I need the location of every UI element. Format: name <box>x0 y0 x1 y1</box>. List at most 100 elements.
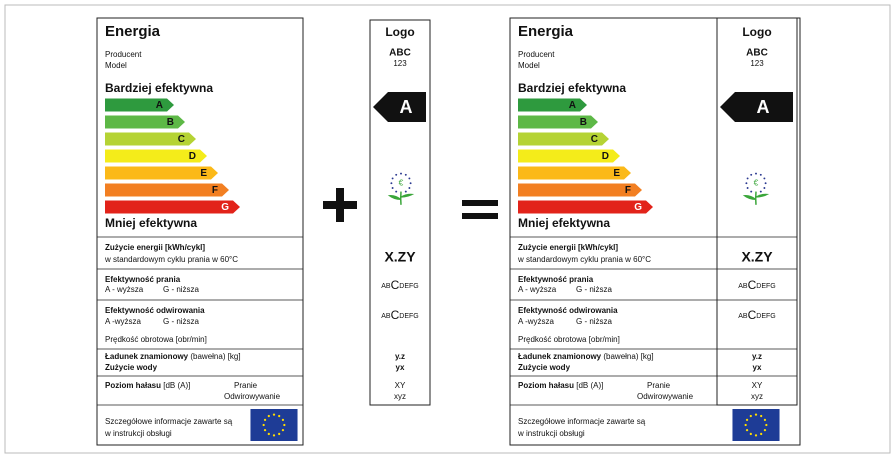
spin-worst: G - niższa <box>576 317 613 326</box>
eu-flag <box>250 409 297 441</box>
less-efficient: Mniej efektywna <box>518 216 610 230</box>
class-letter: B <box>580 117 587 128</box>
class-scale-part: AB <box>738 283 748 290</box>
noise-washing: Pranie <box>234 381 258 390</box>
ecolabel-flower <box>743 173 769 205</box>
class-letter: G <box>634 202 642 213</box>
class-scale: ABCDEFG <box>381 278 418 292</box>
energy-title: Zużycie energii [kWh/cykl] <box>105 243 205 252</box>
plus-sign <box>323 188 357 222</box>
class-letter: A <box>569 100 576 111</box>
class-letter: A <box>400 97 413 117</box>
energy-value: X.ZY <box>384 249 416 265</box>
strip-border <box>370 20 430 405</box>
class-scale: ABCDEFG <box>381 308 418 322</box>
class-scale-part: C <box>391 308 400 322</box>
model: Model <box>105 61 127 70</box>
washing-worst: G - niższa <box>163 285 200 294</box>
info-line: Szczegółowe informacje zawarte są <box>518 417 646 426</box>
washing-title: Efektywność prania <box>105 275 181 284</box>
washing-best: A - wyższa <box>105 285 144 294</box>
water: Zużycie wody <box>518 363 571 372</box>
capacity-title-part: Ładunek znamionowy <box>518 352 602 361</box>
class-letter: B <box>167 117 174 128</box>
class-letter: A <box>156 100 163 111</box>
producer: Producent <box>105 50 142 59</box>
info-line: w instrukcji obsługi <box>517 429 585 438</box>
class-scale: ABCDEFG <box>738 308 775 322</box>
logo: Logo <box>742 25 771 39</box>
class-letter: E <box>200 168 207 179</box>
logo: Logo <box>385 25 414 39</box>
class-scale: ABCDEFG <box>738 278 775 292</box>
efficiency-bar <box>105 99 174 112</box>
eu-flag <box>732 409 779 441</box>
capacity-title-part: (bawełna) [kg] <box>601 352 653 361</box>
noise-title: Poziom hałasu [dB (A)] <box>105 381 190 390</box>
ecolabel-flower <box>388 173 414 205</box>
water: Zużycie wody <box>105 363 158 372</box>
code: 123 <box>750 59 764 68</box>
class-scale-part: DEFG <box>756 283 775 290</box>
strip-border <box>717 18 797 405</box>
capacity-value: y.z <box>752 352 762 361</box>
noise-spinning: Odwirowywanie <box>637 392 694 401</box>
washing-title: Efektywność prania <box>518 275 594 284</box>
info-line: Szczegółowe informacje zawarte są <box>105 417 233 426</box>
washing-worst: G - niższa <box>576 285 613 294</box>
energy-note: w standardowym cyklu prania w 60°C <box>517 255 651 264</box>
class-scale-part: AB <box>738 313 748 320</box>
energy-title: Zużycie energii [kWh/cykl] <box>518 243 618 252</box>
class-scale-part: DEFG <box>756 313 775 320</box>
spin-best: A -wyższa <box>105 317 142 326</box>
more-efficient: Bardziej efektywna <box>518 81 626 95</box>
efficiency-bar <box>518 201 653 214</box>
spin-speed: Prędkość obrotowa [obr/min] <box>518 335 620 344</box>
capacity-title-part: Ładunek znamionowy <box>105 352 189 361</box>
noise-title-part: [dB (A)] <box>574 381 603 390</box>
spin-title: Efektywność odwirowania <box>105 306 205 315</box>
noise-title: Poziom hałasu [dB (A)] <box>518 381 603 390</box>
producer: Producent <box>518 50 555 59</box>
spin-worst: G - niższa <box>163 317 200 326</box>
spin-best: A -wyższa <box>518 317 555 326</box>
label-title: Energia <box>105 23 161 40</box>
efficiency-bar <box>518 99 587 112</box>
label-title: Energia <box>518 23 574 40</box>
class-letter: C <box>591 134 598 145</box>
class-letter: E <box>613 168 620 179</box>
capacity-title: Ładunek znamionowy (bawełna) [kg] <box>518 352 654 361</box>
spin-title: Efektywność odwirowania <box>518 306 618 315</box>
noise-washing-value: XY <box>752 381 763 390</box>
brand: ABC <box>389 48 411 59</box>
washing-best: A - wyższa <box>518 285 557 294</box>
class-letter: F <box>625 185 631 196</box>
class-letter: A <box>757 97 770 117</box>
class-letter: D <box>189 151 196 162</box>
noise-spinning-value: xyz <box>751 392 763 401</box>
noise-title-part: Poziom hałasu <box>518 381 574 390</box>
class-letter: D <box>602 151 609 162</box>
more-efficient: Bardziej efektywna <box>105 81 213 95</box>
class-letter: G <box>221 202 229 213</box>
efficiency-bar <box>105 184 229 197</box>
code: 123 <box>393 59 407 68</box>
noise-spinning-value: xyz <box>394 392 406 401</box>
capacity-title-part: (bawełna) [kg] <box>188 352 240 361</box>
class-scale-part: C <box>391 278 400 292</box>
water-value: yx <box>396 363 405 372</box>
class-letter: C <box>178 134 185 145</box>
water-value: yx <box>753 363 762 372</box>
energy-note: w standardowym cyklu prania w 60°C <box>104 255 238 264</box>
spin-speed: Prędkość obrotowa [obr/min] <box>105 335 207 344</box>
equals-sign <box>462 200 498 219</box>
noise-title-part: [dB (A)] <box>161 381 190 390</box>
efficiency-bar <box>105 201 240 214</box>
capacity-value: y.z <box>395 352 405 361</box>
noise-washing: Pranie <box>647 381 671 390</box>
model: Model <box>518 61 540 70</box>
energy-value: X.ZY <box>741 249 773 265</box>
class-scale-part: C <box>748 278 757 292</box>
class-scale-part: DEFG <box>399 313 418 320</box>
brand: ABC <box>746 48 768 59</box>
